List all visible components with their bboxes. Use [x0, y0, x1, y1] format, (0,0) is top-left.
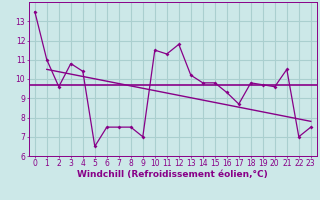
- X-axis label: Windchill (Refroidissement éolien,°C): Windchill (Refroidissement éolien,°C): [77, 170, 268, 179]
